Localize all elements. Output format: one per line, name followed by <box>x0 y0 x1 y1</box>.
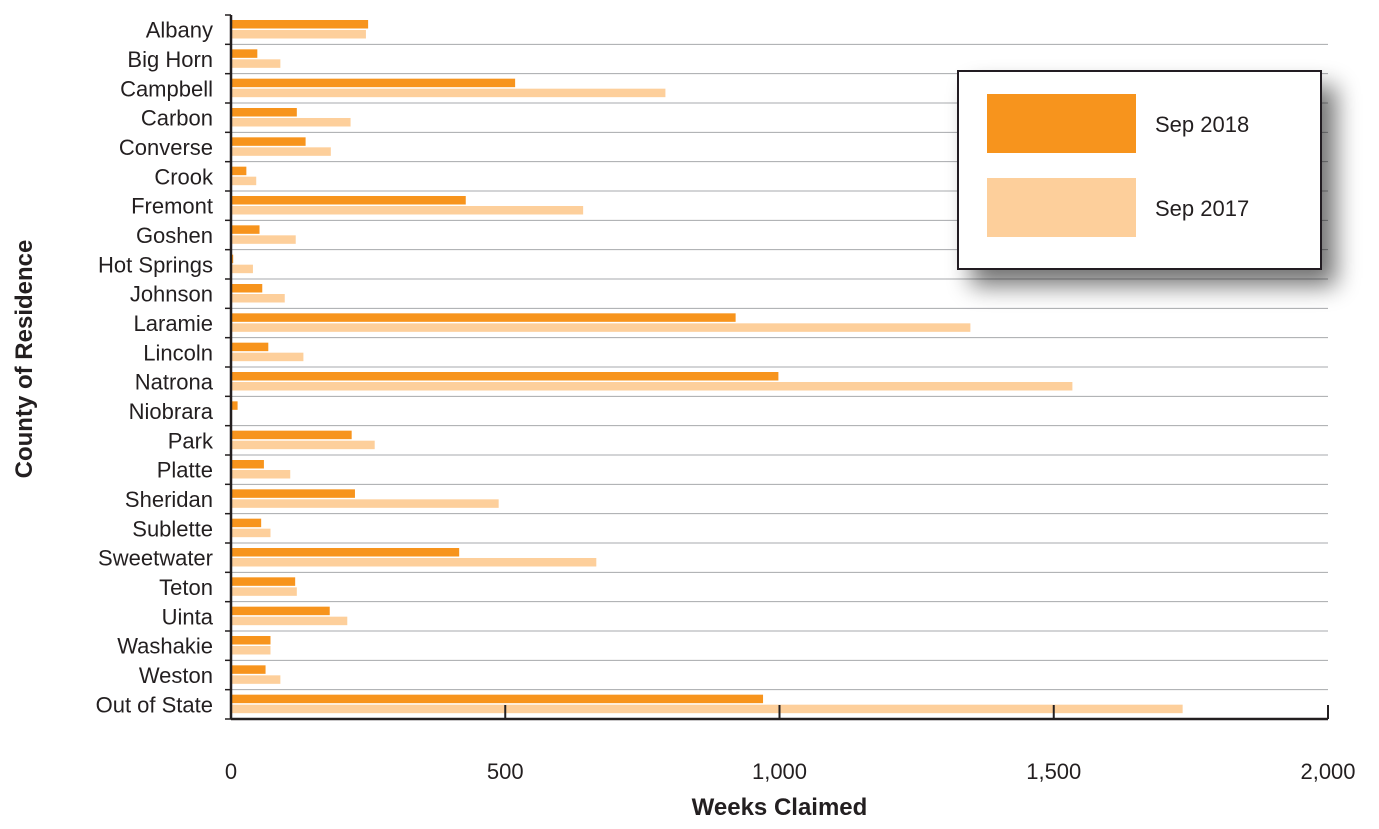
category-label: Natrona <box>135 370 214 395</box>
bar-sep-2018 <box>231 284 263 293</box>
category-label: Lincoln <box>143 340 213 365</box>
bar-sep-2017 <box>231 352 304 362</box>
bar-sep-2017 <box>231 675 281 684</box>
legend-label: Sep 2017 <box>1155 196 1249 221</box>
bar-sep-2018 <box>231 372 779 381</box>
bar-sep-2018 <box>231 196 466 205</box>
x-axis-title: Weeks Claimed <box>692 794 868 821</box>
category-label: Converse <box>119 135 213 160</box>
bar-sep-2018 <box>231 430 352 440</box>
bar-sep-2017 <box>231 88 666 98</box>
category-label: Albany <box>146 18 213 43</box>
bar-sep-2017 <box>231 323 971 332</box>
bar-sep-2017 <box>231 558 597 567</box>
y-axis-title: County of Residence <box>11 240 38 479</box>
bar-sep-2017 <box>231 30 366 39</box>
axes <box>225 14 1329 721</box>
category-label: Sheridan <box>125 487 213 512</box>
bar-sep-2018 <box>231 20 369 29</box>
category-label: Big Horn <box>127 47 213 72</box>
bar-sep-2018 <box>231 342 269 352</box>
category-labels: Albany Big Horn Campbell Carbon Converse Croo… <box>96 18 214 718</box>
bar-sep-2017 <box>231 616 348 626</box>
bar-sep-2018 <box>231 313 736 322</box>
category-label: Park <box>168 428 214 453</box>
bar-sep-2018 <box>231 49 258 58</box>
bar-sep-2017 <box>231 382 1073 391</box>
category-label: Fremont <box>131 194 213 219</box>
category-label: Uinta <box>162 604 214 629</box>
category-label: Platte <box>157 458 213 483</box>
x-tick-label: 1,500 <box>1026 759 1081 784</box>
bars <box>231 20 1183 714</box>
x-tick-label: 500 <box>487 759 524 784</box>
bar-sep-2018 <box>231 694 764 704</box>
x-tick-label: 0 <box>225 759 237 784</box>
bar-sep-2018 <box>231 225 260 234</box>
bar-sep-2018 <box>231 78 516 88</box>
bar-sep-2017 <box>231 147 331 156</box>
bar-sep-2017 <box>231 235 296 244</box>
category-label: Johnson <box>130 282 213 307</box>
x-tick-label: 2,000 <box>1300 759 1355 784</box>
category-label: Out of State <box>96 692 213 717</box>
bar-sep-2017 <box>231 470 291 479</box>
bar-sep-2018 <box>231 665 266 674</box>
bar-sep-2017 <box>231 646 271 655</box>
bar-sep-2017 <box>231 440 375 450</box>
category-label: Laramie <box>134 311 213 336</box>
bar-sep-2018 <box>231 518 262 528</box>
bar-sep-2017 <box>231 118 351 127</box>
bar-sep-2018 <box>231 460 264 469</box>
category-label: Campbell <box>120 76 213 101</box>
bar-sep-2017 <box>231 206 584 215</box>
bar-sep-2017 <box>231 704 1183 714</box>
bar-sep-2018 <box>231 166 247 176</box>
legend: Sep 2018 Sep 2017 <box>957 70 1322 270</box>
x-tick-label: 1,000 <box>752 759 807 784</box>
bar-sep-2018 <box>231 137 306 146</box>
bar-sep-2018 <box>231 108 297 117</box>
bar-sep-2017 <box>231 294 285 303</box>
legend-swatch <box>987 94 1136 153</box>
legend-swatch <box>987 178 1136 237</box>
category-label: Carbon <box>141 106 213 131</box>
bar-sep-2018 <box>231 636 271 645</box>
bar-sep-2018 <box>231 606 330 616</box>
category-label: Crook <box>154 164 214 189</box>
bar-sep-2017 <box>231 499 499 508</box>
bar-sep-2018 <box>231 401 238 410</box>
category-label: Teton <box>159 575 213 600</box>
bar-sep-2017 <box>231 176 257 186</box>
bar-sep-2018 <box>231 577 296 586</box>
category-label: Weston <box>139 663 213 688</box>
bar-sep-2018 <box>231 548 460 557</box>
gridlines <box>231 43 1328 691</box>
category-label: Goshen <box>136 223 213 248</box>
category-label: Hot Springs <box>98 252 213 277</box>
category-label: Washakie <box>117 634 213 659</box>
bar-sep-2018 <box>231 489 355 498</box>
category-label: Sublette <box>132 516 213 541</box>
legend-label: Sep 2018 <box>1155 112 1249 137</box>
bar-sep-2017 <box>231 528 271 538</box>
category-label: Niobrara <box>129 399 214 424</box>
bar-sep-2017 <box>231 587 297 596</box>
bar-sep-2017 <box>231 264 253 274</box>
category-label: Sweetwater <box>98 546 213 571</box>
x-tick-labels: 0 500 1,000 1,500 2,000 <box>225 759 1356 784</box>
bar-sep-2017 <box>231 59 281 68</box>
